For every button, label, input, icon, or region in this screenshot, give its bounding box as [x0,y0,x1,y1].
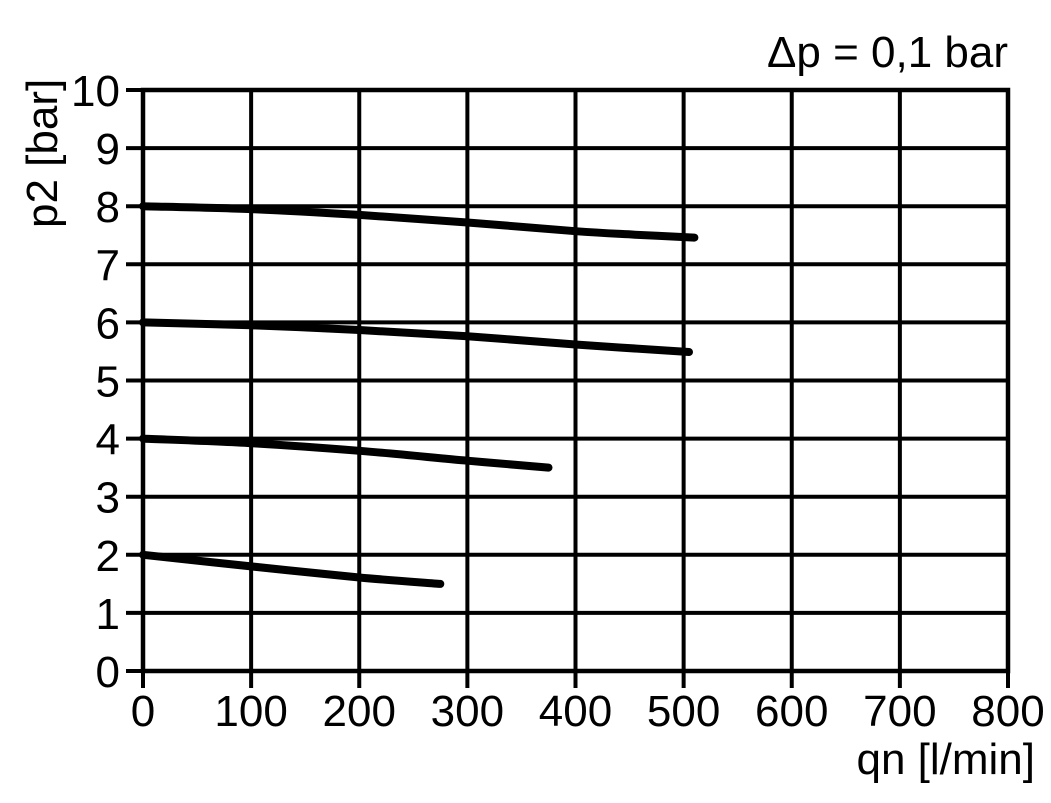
pressure-drop-annotation: Δp = 0,1 bar [767,28,1008,77]
y-tick-label: 0 [96,648,120,697]
y-tick-label: 2 [96,532,120,581]
flow-curve-8bar [139,202,699,242]
y-tick-label: 5 [96,358,120,407]
y-tick-label: 3 [96,474,120,523]
x-tick-label: 200 [323,687,396,736]
y-tick-label: 1 [96,590,120,639]
y-tick-label: 4 [96,416,120,465]
flow-curve-2bar [139,550,445,588]
flow-curve-4bar [139,434,553,472]
x-axis-label: qn [l/min] [856,735,1035,784]
x-tick-label: 800 [971,687,1044,736]
plot-border [140,87,1011,674]
x-tick-label: 500 [647,687,720,736]
x-tick-label: 400 [539,687,612,736]
y-axis-label: p2 [bar] [18,79,67,228]
y-tick-label: 10 [71,67,120,116]
curve-layer [139,202,699,588]
grid-layer [126,87,1011,688]
x-tick-label: 100 [214,687,287,736]
x-tick-label: 600 [755,687,828,736]
y-tick-label: 6 [96,299,120,348]
y-tick-label: 7 [96,241,120,290]
flow-curve-6bar [139,318,693,356]
y-tick-label: 9 [96,125,120,174]
x-tick-label: 700 [863,687,936,736]
y-tick-label: 8 [96,183,120,232]
x-tick-label: 300 [431,687,504,736]
x-tick-label: 0 [131,687,155,736]
